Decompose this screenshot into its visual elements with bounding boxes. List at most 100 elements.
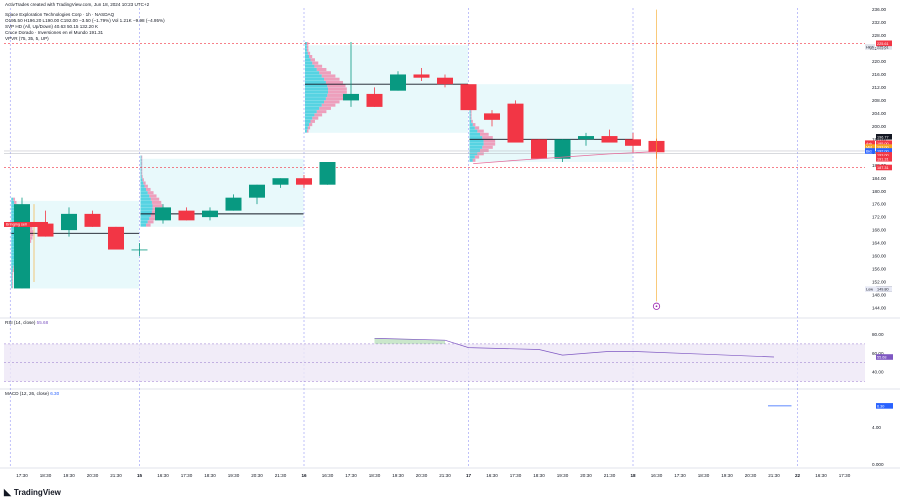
time-tick-label: 17 — [466, 473, 472, 478]
rsi-tick-label: 80.00 — [872, 332, 884, 337]
volume-profile-up-bar — [140, 168, 142, 172]
left-marker-label: Bringing sell — [6, 223, 27, 227]
time-tick-label: 19:30 — [63, 473, 75, 478]
volume-profile-down-bar — [141, 171, 143, 175]
price-axis-tag-value: 149.80 — [877, 288, 889, 292]
volume-profile-down-bar — [477, 129, 484, 133]
volume-profile-up-bar — [305, 119, 311, 123]
volume-profile-down-bar — [325, 97, 344, 101]
indicator-golden-cross-label[interactable]: Cruce Dorado · Inversiones en el Mundo 1… — [5, 30, 104, 35]
price-tick-label: 220.00 — [872, 59, 886, 64]
volume-profile-up-bar — [140, 200, 152, 204]
candle-body — [437, 77, 453, 85]
ohlc-readout: O195.50 H196.20 L190.00 C192.00 −3.50 (−… — [5, 18, 165, 23]
time-tick-label: 17:30 — [510, 473, 522, 478]
candle-body — [155, 207, 171, 221]
price-axis-tag-bg — [865, 144, 875, 150]
time-tick-label: 22 — [795, 473, 801, 478]
volume-profile-up-bar — [469, 113, 471, 117]
indicator-moving-average-line — [473, 151, 657, 165]
volume-profile-up-bar — [469, 132, 481, 136]
dividend-marker-icon — [652, 302, 661, 310]
volume-profile-down-bar — [472, 158, 476, 162]
volume-profile-up-bar — [140, 184, 145, 188]
volume-profile-down-bar — [321, 74, 336, 78]
rsi-value-tag-bg — [876, 354, 893, 360]
time-tick-label: 18:30 — [369, 473, 381, 478]
candle-body — [178, 210, 195, 221]
volume-profile-up-bar — [305, 84, 328, 88]
volume-profile-up-bar — [11, 207, 17, 211]
volume-profile-down-bar — [327, 84, 346, 88]
volume-profile-up-bar — [305, 55, 309, 59]
price-axis-tag-bg — [876, 140, 892, 146]
volume-profile-down-bar — [141, 165, 143, 169]
volume-profile-down-bar — [141, 155, 143, 159]
volume-profile-up-bar — [469, 145, 483, 149]
volume-profile-up-bar — [305, 126, 308, 130]
volume-profile-down-bar — [141, 158, 143, 162]
volume-profile-up-bar — [469, 123, 473, 127]
macd-value-tag-bg — [876, 403, 893, 409]
volume-profile-down-bar — [316, 110, 327, 114]
volume-profile-down-bar — [147, 191, 154, 195]
tradingview-logo[interactable]: ◣ TradingView — [4, 487, 61, 498]
volume-profile-down-bar — [324, 100, 340, 104]
volume-profile-down-bar — [141, 162, 143, 166]
volume-profile-down-bar — [149, 194, 157, 198]
candle-body — [249, 184, 265, 198]
volume-profile-down-bar — [470, 110, 472, 114]
volume-profile-up-bar — [140, 223, 147, 227]
volume-profile-up-bar — [11, 197, 14, 201]
volume-profile-down-bar — [321, 103, 336, 107]
macd-pane-label[interactable]: MACD (12, 26, close) 6.30 — [5, 391, 59, 396]
time-tick-label: 16:30 — [651, 473, 663, 478]
volume-profile-up-bar — [140, 158, 142, 162]
time-tick-label: 17:30 — [839, 473, 851, 478]
price-axis-tag-bg — [876, 148, 892, 154]
price-tick-label: 232.00 — [872, 20, 886, 25]
volume-profile-up-bar — [305, 110, 317, 114]
candle-body — [202, 210, 218, 218]
brand-name: TradingView — [13, 488, 61, 497]
volume-profile-down-bar — [306, 129, 309, 133]
candle-body — [366, 93, 383, 107]
price-tick-label: 164.00 — [872, 241, 886, 246]
volume-profile-down-bar — [149, 217, 157, 221]
volume-profile-up-bar — [469, 119, 472, 123]
volume-profile-down-bar — [314, 113, 323, 117]
price-tick-label: 176.00 — [872, 202, 886, 207]
price-tick-label: 180.00 — [872, 189, 886, 194]
volume-profile-up-bar — [305, 61, 313, 65]
time-tick-label: 21:30 — [110, 473, 122, 478]
rsi-value: 55.68 — [36, 320, 49, 325]
volume-profile-up-bar — [140, 220, 148, 224]
indicator-svp-label[interactable]: SVP HD (All, Up/Down) 40.63 50.15 132.20… — [5, 24, 99, 29]
tradingview-logo-icon: ◣ — [4, 487, 11, 497]
volume-profile-up-bar — [305, 45, 307, 49]
time-tick-label: 20:30 — [416, 473, 428, 478]
rsi-pane-label[interactable]: RSI (14, close) 55.68 — [5, 320, 48, 325]
volume-profile-down-bar — [319, 71, 331, 75]
price-axis-tag-bg — [865, 140, 875, 146]
volume-profile-up-bar — [469, 158, 473, 162]
volume-profile-down-bar — [308, 55, 313, 59]
volume-profile-down-bar — [483, 139, 496, 143]
volume-profile-up-bar — [11, 265, 14, 269]
volume-profile-down-bar — [312, 116, 319, 120]
symbol-title[interactable]: Space Exploration Technologies Corp · 1h… — [5, 12, 115, 17]
volume-profile-down-bar — [480, 149, 489, 153]
candle-body — [460, 84, 477, 111]
volume-profile-down-bar — [147, 220, 154, 224]
price-tick-label: 148.00 — [872, 293, 886, 298]
rsi-line — [374, 337, 775, 358]
candle-body — [131, 249, 148, 251]
indicator-vpvr-label[interactable]: VPVR (75, 35, 5, UP) — [5, 36, 49, 41]
macd-value: 6.30 — [50, 391, 60, 396]
rsi-tick-label: 40.00 — [872, 370, 884, 375]
macd-tick-label: 0.000 — [872, 462, 884, 467]
price-axis-tag-bg — [876, 44, 892, 50]
time-tick-label: 16 — [301, 473, 307, 478]
volume-profile-down-bar — [141, 174, 143, 179]
